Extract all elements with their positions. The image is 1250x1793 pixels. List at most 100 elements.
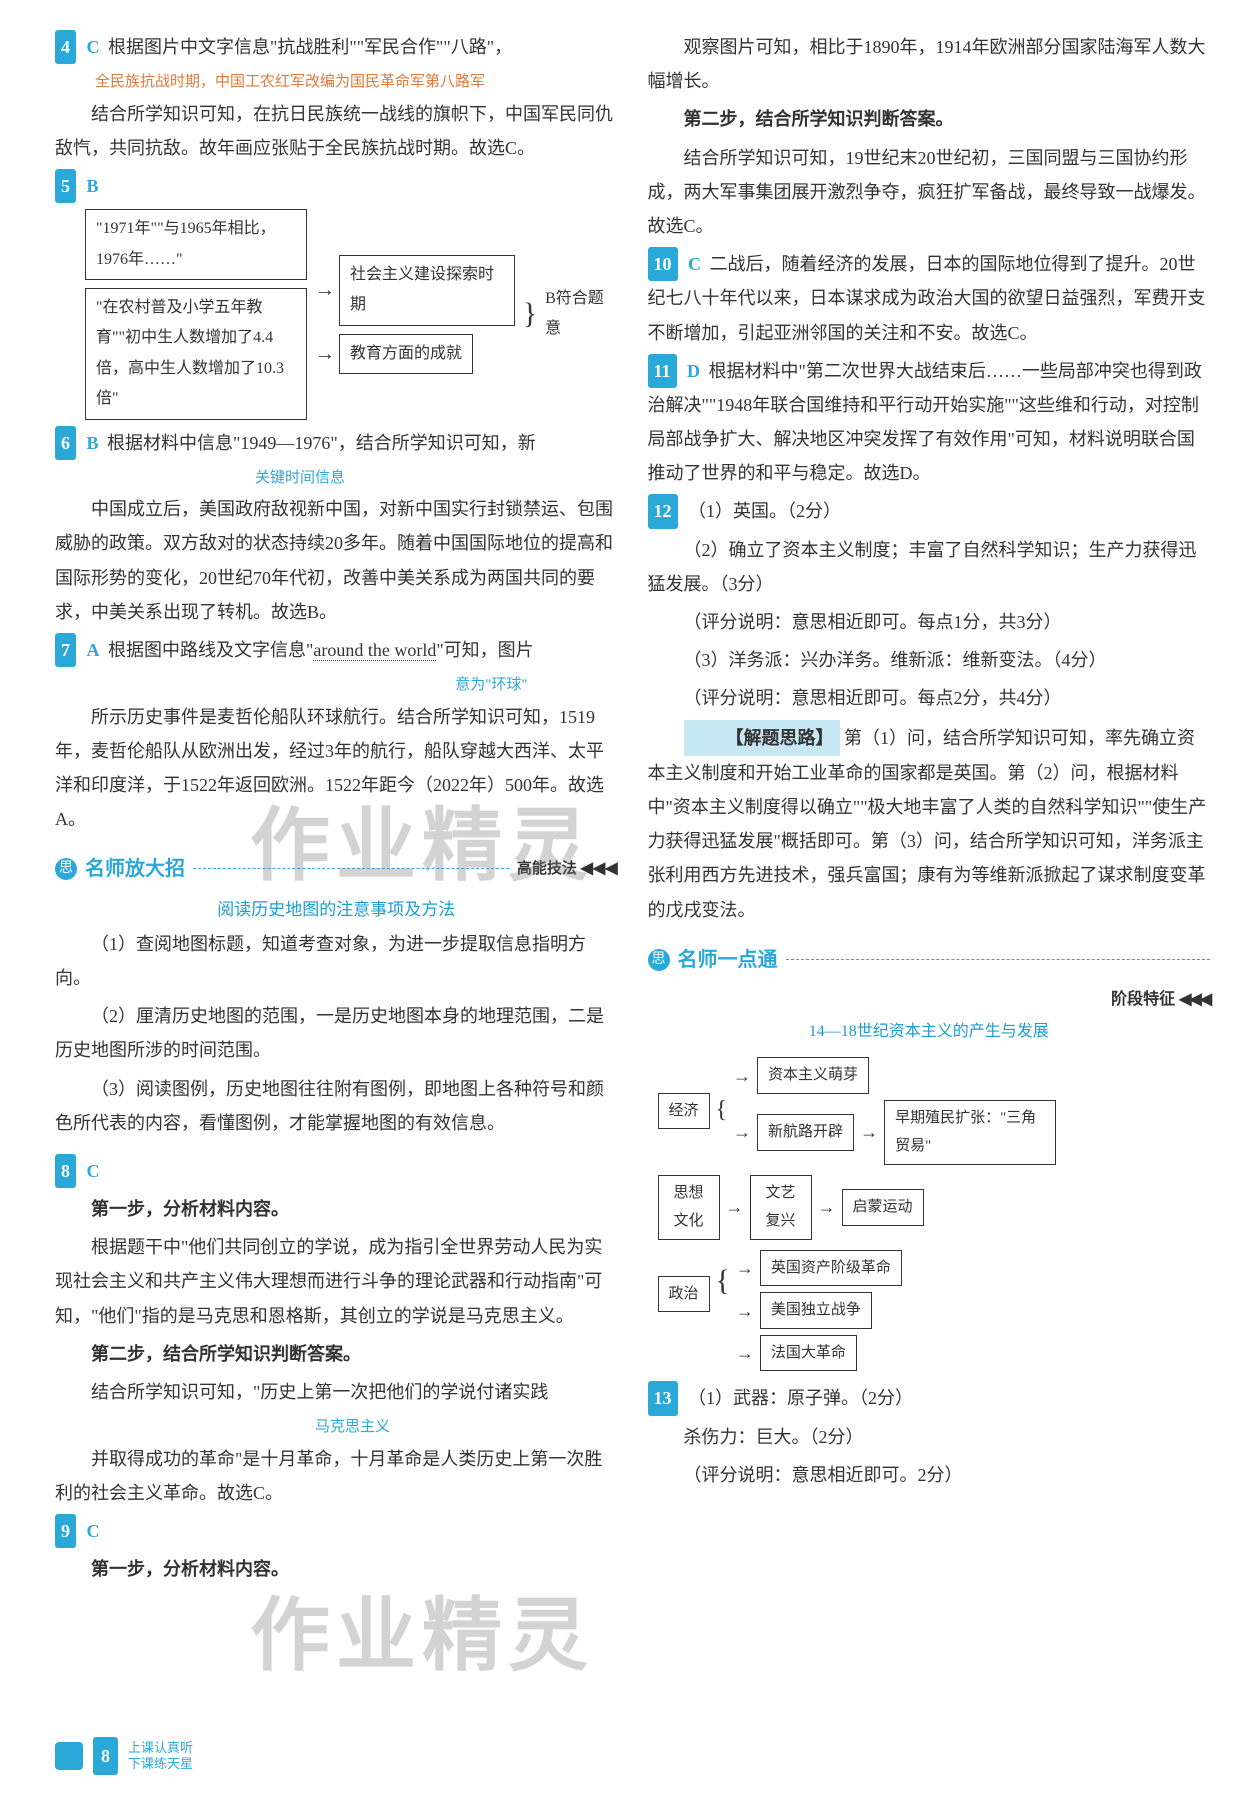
q10-body: 二战后，随着经济的发展，日本的国际地位得到了提升。20世纪七八十年代以来，日本谋… bbox=[648, 254, 1206, 342]
q7-text2: 所示历史事件是麦哲伦船队环球航行。结合所学知识可知，1519年，麦哲伦船队从欧洲… bbox=[55, 700, 618, 837]
q11-body: 根据材料中"第二次世界大战结束后……一些局部冲突也得到政治解决""1948年联合… bbox=[648, 361, 1202, 484]
q12-p2b: （评分说明：意思相近即可。每点1分，共3分） bbox=[648, 605, 1211, 639]
q4-text2: 结合所学知识可知，在抗日民族统一战线的旗帜下，中国军民同仇敌忾，共同抗敌。故年画… bbox=[55, 97, 618, 165]
tips-p3: （3）阅读图例，历史地图往往附有图例，即地图上各种符号和颜色所代表的内容，看懂图… bbox=[55, 1072, 618, 1140]
q9-num: 9 bbox=[55, 1514, 76, 1548]
footer-slogan2: 下课练天星 bbox=[128, 1756, 193, 1772]
tips-title: 名师放大招 bbox=[85, 850, 185, 888]
arrow-icon: → bbox=[315, 271, 335, 309]
tips-p2: （2）厘清历史地图的范围，一是历史地图本身的地理范围，二是历史地图所涉的时间范围… bbox=[55, 999, 618, 1067]
page-footer: 8 上课认真听 下课练天星 bbox=[55, 1737, 193, 1775]
q7-ans: A bbox=[87, 640, 100, 660]
tip-icon: 思 bbox=[55, 858, 77, 880]
q8-step2: 第二步，结合所学知识判断答案。 bbox=[55, 1337, 618, 1371]
q8-keynote: 马克思主义 bbox=[315, 1413, 618, 1442]
footer-logo-icon bbox=[55, 1742, 83, 1770]
fc-econ-b3: 早期殖民扩张："三角贸易" bbox=[884, 1100, 1056, 1165]
q11-num: 11 bbox=[648, 354, 677, 388]
q11: 11 D 根据材料中"第二次世界大战结束后……一些局部冲突也得到政治解决""19… bbox=[648, 354, 1211, 491]
q12-sol: 【解题思路】 第（1）问，结合所学知识可知，率先确立资本主义制度和开始工业革命的… bbox=[648, 720, 1211, 927]
q8-ans: C bbox=[87, 1161, 100, 1181]
q5-box-left1: "1971年""与1965年相比，1976年……" bbox=[85, 209, 307, 280]
q8-step1: 第一步，分析材料内容。 bbox=[55, 1192, 618, 1226]
fc-econ-b1: 资本主义萌芽 bbox=[757, 1057, 869, 1094]
q13-t1: （1）武器：原子弹。（2分） bbox=[688, 1388, 913, 1408]
q9-step1: 第一步，分析材料内容。 bbox=[55, 1552, 618, 1586]
q7-line1: 7 A 根据图中路线及文字信息"around the world"可知，图片 bbox=[55, 633, 618, 667]
q8-body3: 并取得成功的革命"是十月革命，十月革命是人类历史上第一次胜利的社会主义革命。故选… bbox=[55, 1442, 618, 1510]
fc-culture-b2: 启蒙运动 bbox=[842, 1189, 924, 1226]
q6-line1: 6 B 根据材料中信息"1949—1976"，结合所学知识可知，新 bbox=[55, 426, 618, 460]
q4-line1: 4 C 根据图片中文字信息"抗战胜利""军民合作""八路"， bbox=[55, 30, 618, 64]
q5-box-left2: "在农村普及小学五年教育""初中生人数增加了4.4倍，高中生人数增加了10.3倍… bbox=[85, 288, 307, 420]
q13-p1: 13 （1）武器：原子弹。（2分） bbox=[648, 1381, 1211, 1415]
q5-box-right2: 教育方面的成就 bbox=[339, 334, 473, 374]
chart-title: 14—18世纪资本主义的产生与发展 bbox=[648, 1017, 1211, 1047]
arrow-icon: → bbox=[860, 1115, 878, 1149]
q5-box-right1: 社会主义建设探索时期 bbox=[339, 255, 515, 326]
tips2-title: 名师一点通 bbox=[678, 941, 778, 979]
q9-body1: 观察图片可知，相比于1890年，1914年欧洲部分国家陆海军人数大幅增长。 bbox=[648, 30, 1211, 98]
fc-pol: 政治 bbox=[658, 1276, 710, 1313]
fc-econ-b2: 新航路开辟 bbox=[757, 1114, 854, 1151]
fc-culture-b1: 文艺复兴 bbox=[750, 1175, 812, 1240]
tips2-header: 思 名师一点通 bbox=[648, 941, 1211, 979]
q12-t1: （1）英国。（2分） bbox=[688, 501, 841, 521]
q5-conclusion: B符合题意 bbox=[545, 284, 617, 345]
q9-body2: 结合所学知识可知，19世纪末20世纪初，三国同盟与三国协约形成，两大军事集团展开… bbox=[648, 141, 1211, 244]
arrow-icon: → bbox=[736, 1251, 754, 1285]
q6-text2: 中国成立后，美国政府敌视新中国，对新中国实行封锁禁运、包围威胁的政策。双方敌对的… bbox=[55, 492, 618, 629]
q12-p3b: （评分说明：意思相近即可。每点2分，共4分） bbox=[648, 681, 1211, 715]
q12-p3: （3）洋务派：兴办洋务。维新派：维新变法。（4分） bbox=[648, 643, 1211, 677]
arrow-icon: → bbox=[733, 1059, 751, 1093]
flowchart: 经济 { → 资本主义萌芽 → 新航路开辟 → 早期殖民扩张："三角贸易" bbox=[658, 1057, 1211, 1371]
fc-pol-b2: 美国独立战争 bbox=[760, 1292, 872, 1329]
arrow-icon: → bbox=[726, 1190, 744, 1224]
q4-ans: C bbox=[87, 37, 100, 57]
arrow-icon: → bbox=[818, 1190, 836, 1224]
arrow-icon: → bbox=[736, 1336, 754, 1370]
arrow-icon: → bbox=[736, 1294, 754, 1328]
right-column: 观察图片可知，相比于1890年，1914年欧洲部分国家陆海军人数大幅增长。 第二… bbox=[648, 30, 1211, 1590]
q12-num: 12 bbox=[648, 494, 678, 528]
q5-num: 5 bbox=[55, 169, 76, 203]
arrow-icon: → bbox=[315, 335, 335, 373]
q6-text1: 根据材料中信息"1949—1976"，结合所学知识可知，新 bbox=[107, 433, 536, 453]
q4-note: 全民族抗战时期，中国工农红军改编为国民革命军第八路军 bbox=[95, 68, 618, 97]
stage-label: 阶段特征 ◀◀◀ bbox=[648, 985, 1211, 1015]
q9-ans: C bbox=[87, 1521, 100, 1541]
q7-text1: 根据图中路线及文字信息"around the world"可知，图片 bbox=[108, 640, 534, 661]
q10: 10 C 二战后，随着经济的发展，日本的国际地位得到了提升。20世纪七八十年代以… bbox=[648, 247, 1211, 350]
q9-step2: 第二步，结合所学知识判断答案。 bbox=[648, 102, 1211, 136]
q8-num: 8 bbox=[55, 1154, 76, 1188]
q10-num: 10 bbox=[648, 247, 678, 281]
fc-pol-b1: 英国资产阶级革命 bbox=[760, 1250, 902, 1287]
q9-head: 9 C bbox=[55, 1514, 618, 1548]
fc-culture: 思想文化 bbox=[658, 1175, 720, 1240]
q8-head: 8 C bbox=[55, 1154, 618, 1188]
q13-p3: （评分说明：意思相近即可。2分） bbox=[648, 1458, 1211, 1492]
q6-num: 6 bbox=[55, 426, 76, 460]
arrow-icon: → bbox=[733, 1115, 751, 1149]
q8-body2: 结合所学知识可知，"历史上第一次把他们的学说付诸实践 bbox=[55, 1375, 618, 1409]
tips-subtitle: 阅读历史地图的注意事项及方法 bbox=[55, 894, 618, 926]
solution-label: 【解题思路】 bbox=[684, 720, 840, 756]
q12-p1: 12 （1）英国。（2分） bbox=[648, 494, 1211, 528]
q6-keynote: 关键时间信息 bbox=[255, 464, 618, 493]
q5-ans: B bbox=[87, 176, 99, 196]
q4-num: 4 bbox=[55, 30, 76, 64]
q12-p2: （2）确立了资本主义制度；丰富了自然科学知识；生产力获得迅猛发展。（3分） bbox=[648, 533, 1211, 601]
page-number: 8 bbox=[93, 1737, 118, 1775]
fc-econ: 经济 bbox=[658, 1093, 710, 1130]
tech-label: 高能技法 ◀◀◀ bbox=[517, 854, 618, 884]
q7-keynote: 意为"环球" bbox=[55, 671, 528, 700]
q13-num: 13 bbox=[648, 1381, 678, 1415]
q4-text1: 根据图片中文字信息"抗战胜利""军民合作""八路"， bbox=[108, 37, 512, 57]
q12-sol-body: 第（1）问，结合所学知识可知，率先确立资本主义制度和开始工业革命的国家都是英国。… bbox=[648, 728, 1207, 920]
q11-ans: D bbox=[687, 361, 700, 381]
q7-num: 7 bbox=[55, 633, 76, 667]
q5-head: 5 B bbox=[55, 169, 618, 203]
footer-slogan1: 上课认真听 bbox=[128, 1740, 193, 1756]
q13-p2: 杀伤力：巨大。（2分） bbox=[648, 1420, 1211, 1454]
fc-pol-b3: 法国大革命 bbox=[760, 1335, 857, 1372]
